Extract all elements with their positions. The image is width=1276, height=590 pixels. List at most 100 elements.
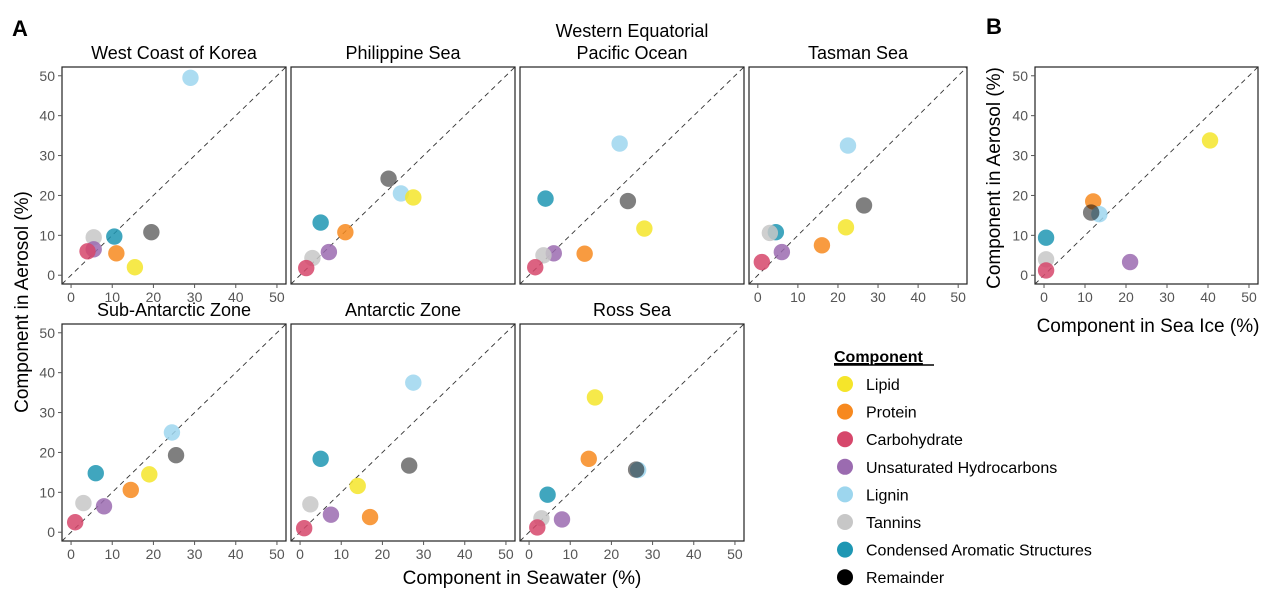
panel-6-point-carbohydrate [295,520,313,537]
panel-4-x-tick-label: 10 [790,289,806,305]
panel-6-x-tick-label: 10 [333,546,349,562]
x-axis-title-b: Component in Sea Ice (%) [1037,316,1260,337]
panel-5-point-carbohydrate [66,514,84,531]
panel-4-x-tick-label: 0 [754,289,762,305]
panel-7-one-to-one-line [519,323,745,542]
panel-4-one-to-one-line [748,66,968,285]
panel-4-x-tick-label: 40 [910,289,926,305]
panel-5-point-protein [122,481,139,499]
panel-4-point-lignin [839,137,857,154]
panel-3-point-protein [576,245,593,262]
panel-7-x-tick-label: 40 [686,546,702,562]
panel-1-point-lignin [182,69,199,86]
panel-8: 0 10 20 30 40 50 0 10 20 30 40 50 [1012,66,1259,305]
panel-2-point-condensed-aromatic-structures [312,214,329,231]
panel-1-point-condensed-aromatic-structures [106,228,123,245]
panel-6-x-tick-label: 50 [498,546,514,562]
panel-1-y-tick-label: 20 [39,187,55,203]
panel-letter-b: B [986,14,1002,39]
panel-5: Sub-Antarctic Zone 0 10 20 30 40 50 0 10 20 30 40 50 [39,300,287,562]
panel-5-point-lignin [163,424,181,441]
panel-6-point-remainder [400,457,418,474]
panel-5-x-tick-label: 40 [228,546,244,562]
panel-4-point-tannins [761,224,779,242]
panel-5-y-tick-label: 50 [39,325,55,341]
panel-1-x-tick-label: 10 [104,289,120,305]
panel-4-point-carbohydrate [753,253,771,271]
panel-1-x-tick-label: 30 [187,289,203,305]
panel-8-x-tick-label: 20 [1118,289,1134,305]
legend-label-condensed-aromatic-structures: Condensed Aromatic Structures [866,543,1092,560]
panel-8-x-tick-label: 10 [1077,289,1093,305]
panel-4-title: Tasman Sea [808,43,909,63]
panel-7-point-carbohydrate [529,519,546,536]
panel-7-point-protein [580,450,597,468]
panel-5-point-lipid [141,466,158,483]
panel-6-title: Antarctic Zone [345,300,461,320]
panel-1-y-tick-label: 50 [39,68,55,84]
panel-3-point-lipid [636,220,653,237]
panel-5-y-tick-label: 0 [47,524,55,540]
panel-5-point-unsaturated-hydrocarbons [95,498,113,515]
panel-5-x-tick-label: 10 [104,546,120,562]
panel-1-x-tick-label: 40 [228,289,244,305]
x-axis-title-a: Component in Seawater (%) [403,568,642,589]
panel-2-point-lipid [405,189,422,206]
panel-3: Western Equatorial Pacific Ocean [519,21,745,285]
panel-3-point-carbohydrate [527,259,544,276]
y-axis-title-b: Component in Aerosol (%) [984,67,1005,289]
panels-layer: West Coast of Korea 0 10 20 30 40 50 0 10 20 30 40 5… [39,21,1259,562]
panel-letter-a: A [12,16,28,41]
panel-2-point-protein [337,223,354,241]
panel-6-x-tick-label: 0 [296,546,304,562]
panel-1-point-tannins [85,229,102,246]
panel-5-point-remainder [167,447,185,464]
legend-swatch-condensed-aromatic-structures [837,541,853,558]
panel-7-title: Ross Sea [593,300,672,320]
panel-4-x-tick-label: 50 [950,289,966,305]
panel-8-x-tick-label: 50 [1241,289,1257,305]
panel-8-x-tick-label: 30 [1159,289,1175,305]
panel-2-title: Philippine Sea [345,43,461,63]
legend: Component Lipid Protein Carbohydrate Unsatu… [834,349,1092,587]
legend-label-lignin: Lignin [866,487,909,504]
panel-1-point-lipid [126,259,144,276]
panel-5-y-tick-label: 20 [39,444,55,460]
panel-5-x-tick-label: 0 [67,546,75,562]
panel-8-y-tick-label: 20 [1012,187,1028,203]
panel-6-x-tick-label: 20 [375,546,391,562]
panel-8-y-tick-label: 30 [1012,148,1028,164]
panel-8-point-carbohydrate [1037,262,1055,279]
legend-swatch-protein [837,403,853,420]
panel-2-point-lignin [392,185,410,202]
panel-4-point-lipid [837,219,855,236]
panel-5-x-tick-label: 20 [146,546,162,562]
panel-3-point-lignin [611,135,628,152]
panel-5-x-tick-label: 30 [187,546,203,562]
panel-6-x-tick-label: 30 [416,546,432,562]
panel-8-point-lipid [1201,132,1219,149]
panel-1-y-tick-label: 30 [39,148,55,164]
panel-2-one-to-one-line [290,66,516,285]
legend-swatch-remainder [837,569,853,586]
panel-4-point-protein [813,237,831,254]
y-axis-title-a: Component in Aerosol (%) [12,191,33,413]
panel-1-y-tick-label: 0 [47,267,55,283]
panel-3-point-remainder [619,192,637,210]
panel-6-point-protein [361,508,379,526]
panel-8-point-remainder [1082,204,1100,221]
panel-4-point-remainder [855,197,873,214]
panel-1-x-tick-label: 20 [146,289,162,305]
panel-4-x-tick-label: 30 [870,289,886,305]
panel-2-point-carbohydrate [298,259,315,277]
panel-2-point-remainder [380,170,397,187]
panel-6-point-unsaturated-hydrocarbons [322,506,340,523]
legend-items: Lipid Protein Carbohydrate Unsaturated Hydr… [837,376,1092,587]
panel-3-title: Western Equatorial Pacific Ocean [556,21,709,63]
panel-1-point-remainder [143,223,160,241]
panel-8-x-tick-label: 0 [1040,289,1048,305]
panel-6-one-to-one-line [290,323,516,542]
panel-7-point-remainder [627,461,645,478]
panel-3-one-to-one-line [519,66,745,285]
